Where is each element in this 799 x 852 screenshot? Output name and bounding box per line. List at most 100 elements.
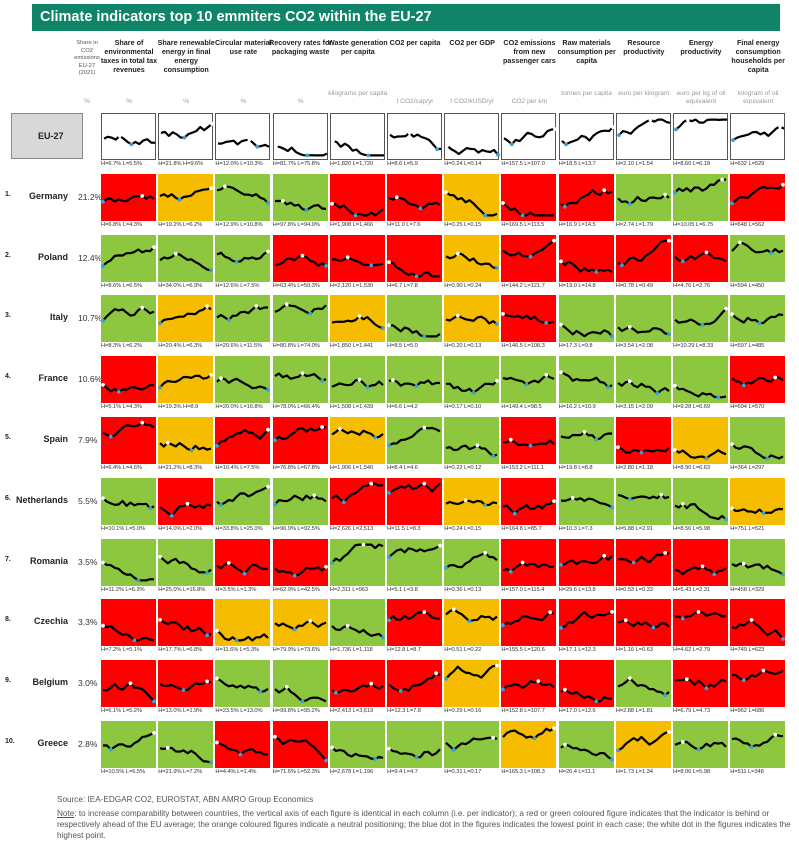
sparkline-chart	[444, 190, 498, 218]
low-point-dot	[674, 127, 678, 132]
indicator-cell	[501, 417, 557, 464]
high-point-dot	[205, 679, 210, 684]
indicator-cell	[615, 234, 671, 282]
country-name: Italy	[49, 312, 68, 323]
low-point-dot	[749, 745, 754, 749]
sparkline-chart	[101, 193, 155, 204]
column-unit: kilograms per capita	[328, 90, 388, 97]
sparkline-series	[102, 194, 155, 203]
low-point-dot	[129, 142, 134, 147]
sparkline-chart	[101, 383, 155, 394]
high-low-label: H=25.0% L=16.8%	[158, 586, 206, 593]
sparkline-chart	[615, 445, 670, 455]
high-low-label: H=10.05 L=6.75	[673, 221, 714, 228]
co2-share: 3.5%	[78, 556, 98, 567]
high-point-dot	[521, 560, 525, 564]
sparkline-series	[559, 259, 613, 273]
sparkline-chart	[388, 378, 440, 389]
sparkline-series	[732, 125, 785, 142]
indicator-cell	[444, 721, 500, 768]
high-low-label: H=169.5 L=113.5	[501, 221, 545, 228]
high-point-dot	[434, 671, 438, 676]
high-low-label: H=8.3% L=6.2%	[101, 343, 142, 350]
low-point-dot	[742, 383, 746, 388]
sparkline-series	[388, 747, 441, 759]
sparkline-series	[102, 682, 155, 703]
column-title: CO2 per GDP	[449, 38, 495, 47]
sparkline-chart	[216, 560, 269, 576]
high-point-dot	[700, 564, 705, 568]
high-low-label: H=3.5% L=1.3%	[215, 586, 257, 593]
sparkline-chart	[674, 740, 727, 752]
sparkline-series	[331, 378, 384, 389]
high-point-dot	[357, 377, 362, 382]
high-low-label: H=16.2 L=10.9	[558, 404, 596, 411]
sparkline-chart	[501, 679, 556, 692]
sparkline-chart	[501, 610, 555, 628]
column-unit: CO2 per km	[511, 98, 548, 105]
sparkline-chart	[560, 687, 612, 704]
indicator-cell	[444, 113, 501, 160]
indicator-cell	[387, 538, 442, 586]
sparkline-chart	[101, 306, 155, 323]
high-low-label: H=144.2 L=121.7	[501, 282, 545, 289]
high-low-label: H=0.24 L=0.15	[444, 525, 482, 532]
row-number: 1.	[5, 190, 11, 198]
high-point-dot	[185, 501, 190, 506]
high-point-dot	[456, 251, 460, 256]
high-low-label: H=8.6 L=5.9	[387, 161, 418, 167]
high-point-dot	[205, 304, 210, 309]
low-point-dot	[501, 687, 506, 692]
sparkline-chart	[274, 302, 327, 316]
low-point-dot	[609, 334, 614, 339]
high-point-dot	[773, 732, 778, 737]
column-unit: %	[240, 98, 247, 105]
high-point-dot	[391, 378, 395, 383]
sparkline-series	[445, 191, 498, 217]
indicator-cell	[215, 417, 271, 464]
indicator-cell	[272, 477, 328, 525]
column-title: Recovery rates for packaging waste	[269, 38, 333, 56]
low-point-dot	[101, 319, 105, 323]
high-low-label: H=594 L=450	[730, 282, 765, 289]
low-point-dot	[333, 690, 338, 695]
low-point-dot	[101, 263, 105, 268]
high-low-label: H=8.4 L=4.6	[387, 465, 418, 471]
indicator-cell	[329, 417, 385, 464]
sparkline-chart	[273, 685, 327, 704]
high-low-label: H=648 L=562	[730, 221, 765, 228]
high-low-label: H=0.31 L=0.17	[444, 769, 482, 775]
sparkline-series	[502, 611, 555, 627]
high-low-label: H=7.2% L=5.1%	[101, 647, 142, 654]
sparkline-series	[274, 254, 327, 267]
high-point-dot	[623, 618, 628, 623]
low-point-dot	[452, 748, 456, 752]
sparkline-chart	[158, 304, 212, 326]
low-point-dot	[495, 322, 500, 327]
sparkline-chart	[558, 610, 614, 631]
low-point-dot	[387, 443, 391, 448]
high-low-label: H=5.1% L=4.3%	[101, 404, 142, 411]
high-low-label: H=26.4 L=11.1	[558, 769, 596, 775]
indicator-cell	[673, 234, 728, 282]
indicator-cell	[730, 295, 786, 343]
sparkline-chart	[445, 443, 498, 458]
indicator-cell	[158, 538, 214, 586]
indicator-cell	[101, 173, 156, 221]
high-point-dot	[369, 481, 373, 486]
high-low-label: H=0.17 L=0.10	[444, 404, 482, 411]
high-low-label: H=10.1% L=5.0%	[101, 525, 146, 532]
sparkline-chart	[446, 379, 500, 395]
indicator-cell	[673, 173, 728, 221]
column-unit: euro per kg of oil equivalent	[676, 90, 726, 105]
low-point-dot	[521, 213, 525, 218]
low-point-dot	[387, 554, 391, 559]
low-point-dot	[495, 265, 500, 270]
high-point-dot	[140, 306, 145, 310]
low-point-dot	[177, 197, 182, 202]
indicator-cell	[387, 356, 442, 404]
sparkline-chart	[272, 425, 326, 443]
indicator-cell	[158, 113, 215, 160]
indicator-cell	[501, 356, 557, 404]
indicator-cell	[444, 477, 500, 525]
